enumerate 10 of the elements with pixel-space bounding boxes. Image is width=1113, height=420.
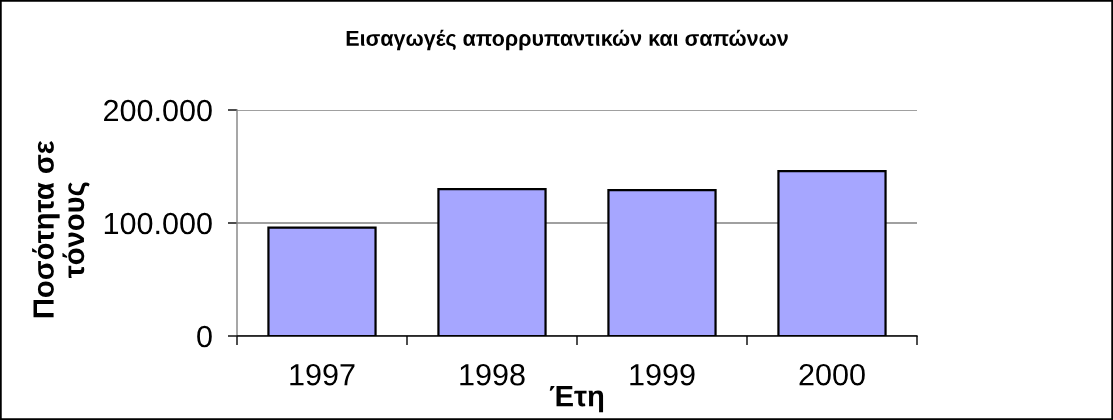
y-axis-title: Ποσότητα σε τόνους [32, 140, 90, 318]
y-tick-label: 200.000 [104, 99, 212, 122]
y-tick-label: 100.000 [104, 212, 212, 235]
x-tick-label: 1998 [460, 363, 525, 386]
x-tick-label: 2000 [799, 363, 865, 386]
x-axis-title: Έτη [549, 386, 604, 413]
y-tick-label: 0 [197, 325, 212, 348]
x-tick-label: 1997 [290, 363, 355, 386]
x-tick-label: 1999 [630, 363, 695, 386]
chart-title: Εισαγωγές απορρυπαντικών και σαπώνων [346, 29, 788, 51]
